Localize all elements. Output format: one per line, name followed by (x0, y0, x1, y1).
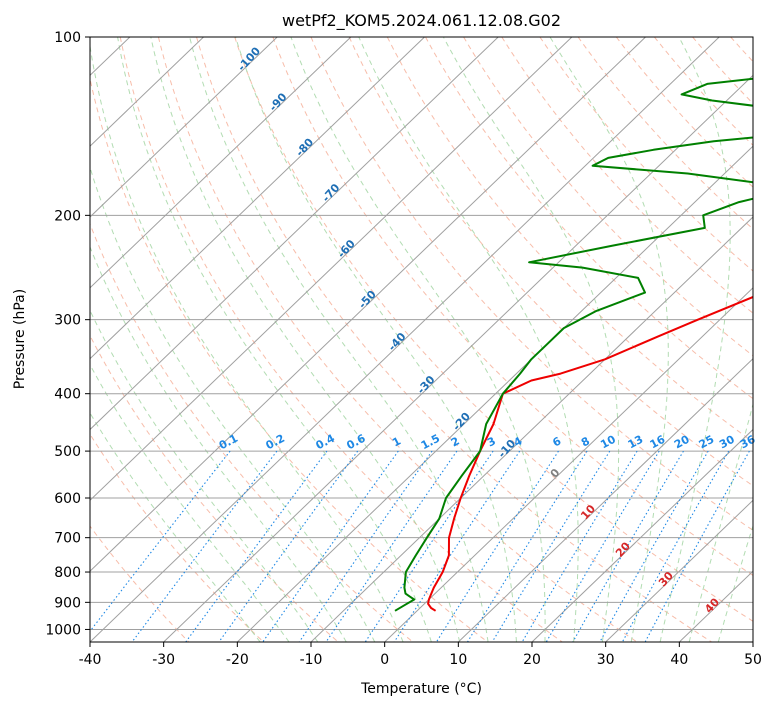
mixing-ratio-label: 20 (672, 433, 692, 452)
y-tick-label: 1000 (45, 622, 81, 638)
dry-adiabat-line (90, 76, 488, 642)
isotherm-line (457, 357, 753, 642)
y-tick-label: 200 (54, 208, 81, 224)
isotherm-line (605, 499, 753, 642)
isotherm-line (90, 37, 352, 289)
isotherm-line (90, 37, 646, 572)
isotherm-line (310, 216, 753, 642)
dry-adiabat-line (272, 37, 753, 577)
mixing-ratio-line (644, 450, 750, 642)
dry-adiabat-line (463, 37, 753, 357)
dry-adiabat-line (196, 37, 712, 642)
x-tick-label: -30 (152, 652, 175, 668)
mixing-ratio-label: 13 (626, 433, 646, 452)
dry-adiabat-line (90, 222, 414, 642)
moist-adiabat-line (90, 245, 347, 642)
moist-adiabat-line (358, 37, 579, 642)
y-tick-label: 500 (54, 444, 81, 460)
x-tick-label: 10 (449, 652, 467, 668)
dry-adiabat-line (501, 37, 753, 314)
chart-title: wetPf2_KOM5.2024.061.12.08.G02 (282, 11, 561, 31)
x-axis-label: Temperature (°C) (360, 681, 482, 697)
dry-adiabat-line (234, 37, 753, 622)
dry-adiabat-line (119, 37, 563, 642)
y-tick-label: 300 (54, 313, 81, 329)
x-tick-label: 20 (523, 652, 541, 668)
moist-adiabat-line (90, 42, 404, 642)
mixing-ratio-line (364, 450, 494, 642)
mixing-ratio-label: 16 (648, 433, 668, 452)
x-tick-label: 40 (670, 652, 688, 668)
y-tick-label: 400 (54, 387, 81, 403)
y-axis-ticks: 100 200 300 400 500 600 700 800 900 1000 (45, 30, 90, 638)
dewpoint-line (394, 77, 753, 612)
isotherm-line (90, 37, 720, 642)
isotherm-line (384, 287, 753, 642)
isotherm-line (163, 74, 753, 642)
moist-adiabat-line (90, 165, 376, 642)
mixing-ratio-label: 30 (717, 433, 737, 452)
moist-adiabat-line (189, 37, 489, 642)
dry-adiabat-line (90, 433, 264, 642)
x-tick-label: -10 (300, 652, 323, 668)
moist-adiabat-line (442, 37, 620, 642)
profile-lines (394, 77, 753, 612)
x-tick-label: 30 (597, 652, 615, 668)
mixing-ratio-label: 10 (598, 433, 618, 452)
mixing-ratio-line (90, 450, 231, 633)
isotherm-line (90, 37, 425, 360)
y-tick-label: 700 (54, 531, 81, 547)
mixing-ratio-line (185, 450, 328, 642)
y-axis-label: Pressure (hPa) (12, 289, 28, 389)
mixing-ratio-line (467, 450, 588, 642)
moist-adiabat-line (117, 37, 432, 642)
mixing-ratio-labels: 0.1 0.2 0.4 0.6 1 1.5 2 3 4 6 8 10 13 16 20 25 30 36 (217, 432, 758, 453)
isotherm-line (90, 37, 278, 218)
dry-adiabat-line (425, 37, 753, 400)
moist-adiabat-line (290, 37, 546, 642)
x-tick-label: 0 (380, 652, 389, 668)
isotherm-line (90, 37, 499, 431)
mixing-ratio-line (393, 450, 521, 642)
y-tick-label: 600 (54, 491, 81, 507)
isotherm-line (90, 37, 573, 502)
y-tick-label: 800 (54, 565, 81, 581)
mixing-ratio-line (521, 450, 638, 642)
y-tick-label: 900 (54, 595, 81, 611)
isotherm-line (531, 428, 753, 642)
x-axis-ticks: -40 -30 -20 -10 0 10 20 30 40 50 (79, 642, 762, 668)
mixing-ratio-line (298, 450, 433, 642)
x-tick-label: -20 (226, 652, 249, 668)
mixing-ratio-label: 25 (697, 433, 717, 452)
x-tick-label: -40 (79, 652, 102, 668)
y-tick-label: 100 (54, 30, 81, 46)
plot-frame (89, 36, 754, 643)
x-tick-label: 50 (744, 652, 762, 668)
moist-adiabat-line (549, 37, 669, 642)
mixing-ratio-line (325, 450, 458, 642)
isotherm-line (90, 37, 204, 147)
mixing-ratio-line (599, 450, 709, 642)
mixing-ratio-line (491, 450, 611, 642)
mixing-ratio-line (262, 450, 399, 642)
background-lines (90, 37, 753, 642)
